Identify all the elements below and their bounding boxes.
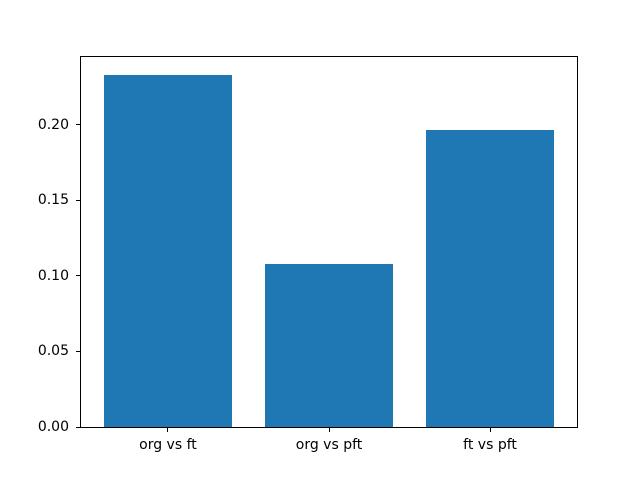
y-tick-label: 0.05 [37, 343, 69, 360]
x-tick-label: org vs ft [139, 437, 197, 453]
y-tick-label: 0.10 [37, 267, 69, 284]
y-tick-label: 0.00 [37, 419, 69, 435]
x-tick-mark [489, 427, 491, 432]
x-tick-mark [167, 427, 169, 432]
y-tick-mark [76, 350, 81, 352]
y-tick-label: 0.20 [37, 116, 69, 133]
y-tick-label: 0.15 [37, 192, 69, 209]
y-tick-mark [76, 426, 81, 428]
x-tick-label: ft vs pft [463, 437, 517, 453]
y-tick-mark [76, 199, 81, 201]
bar [264, 263, 394, 427]
bar [425, 129, 555, 427]
bar [103, 75, 233, 427]
x-tick-mark [328, 427, 330, 432]
x-tick-label: org vs pft [295, 437, 363, 453]
plot-area: 0.00 0.05 0.10 0.15 0.20 org vs ft org vs pft f… [38, 56, 578, 453]
y-tick-mark [76, 275, 81, 277]
y-tick-mark [76, 124, 81, 126]
